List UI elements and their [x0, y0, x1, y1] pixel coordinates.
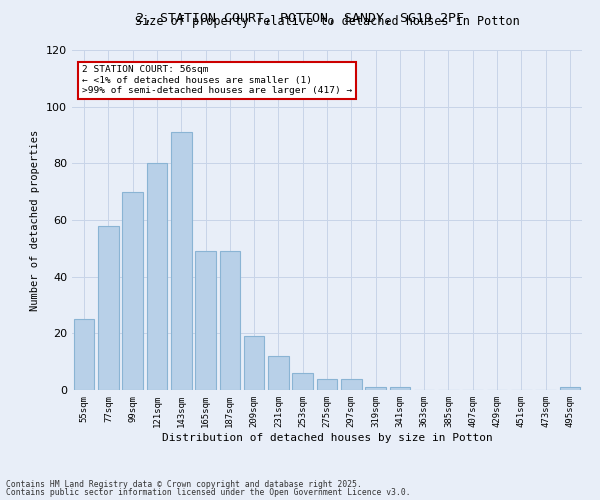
X-axis label: Distribution of detached houses by size in Potton: Distribution of detached houses by size … — [161, 432, 493, 442]
Bar — [244, 336, 265, 390]
Bar — [560, 387, 580, 390]
Bar — [171, 132, 191, 390]
Bar — [98, 226, 119, 390]
Title: Size of property relative to detached houses in Potton: Size of property relative to detached ho… — [134, 15, 520, 28]
Bar — [195, 251, 216, 390]
Bar — [268, 356, 289, 390]
Bar — [389, 387, 410, 390]
Bar — [365, 387, 386, 390]
Bar — [341, 378, 362, 390]
Y-axis label: Number of detached properties: Number of detached properties — [31, 130, 40, 310]
Text: Contains HM Land Registry data © Crown copyright and database right 2025.: Contains HM Land Registry data © Crown c… — [6, 480, 362, 489]
Bar — [220, 251, 240, 390]
Text: 2, STATION COURT, POTTON, SANDY, SG19 2PF: 2, STATION COURT, POTTON, SANDY, SG19 2P… — [136, 12, 464, 26]
Bar — [146, 164, 167, 390]
Text: 2 STATION COURT: 56sqm
← <1% of detached houses are smaller (1)
>99% of semi-det: 2 STATION COURT: 56sqm ← <1% of detached… — [82, 66, 352, 95]
Text: Contains public sector information licensed under the Open Government Licence v3: Contains public sector information licen… — [6, 488, 410, 497]
Bar — [317, 378, 337, 390]
Bar — [74, 319, 94, 390]
Bar — [122, 192, 143, 390]
Bar — [292, 373, 313, 390]
